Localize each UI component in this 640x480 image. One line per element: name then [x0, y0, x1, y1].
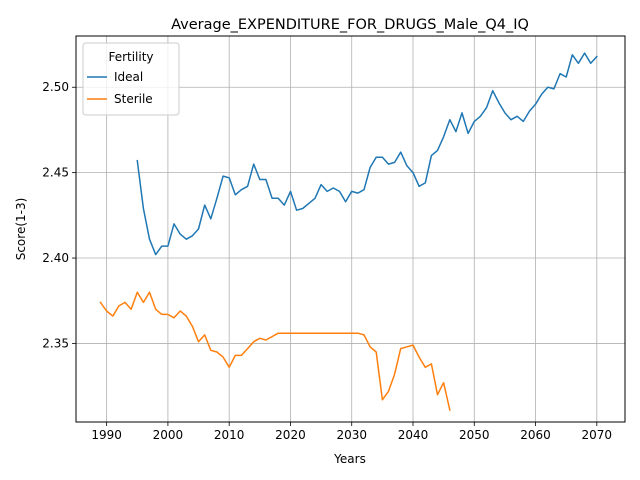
y-tick-label: 2.45 [42, 166, 69, 180]
x-tick-label: 1990 [91, 428, 122, 442]
x-tick-label: 2020 [275, 428, 306, 442]
plot-frame [75, 35, 626, 423]
legend-title: Fertility [108, 50, 153, 64]
x-tick-label: 2060 [520, 428, 551, 442]
legend-box [82, 42, 180, 116]
y-tick-label: 2.35 [42, 336, 69, 350]
x-axis-label: Years [333, 452, 366, 466]
legend-label-ideal: Ideal [114, 70, 143, 84]
legend-label-sterile: Sterile [114, 92, 153, 106]
x-tick-label: 2010 [214, 428, 245, 442]
x-tick-label: 2050 [459, 428, 490, 442]
x-tick-label: 2070 [582, 428, 613, 442]
y-tick-label: 2.40 [42, 251, 69, 265]
series-line-ideal [136, 52, 598, 256]
x-tick-label: 2000 [153, 428, 184, 442]
chart-title: Average_EXPENDITURE_FOR_DRUGS_Male_Q4_IQ [171, 17, 529, 33]
y-axis-label: Score(1-3) [14, 198, 28, 261]
x-tick-label: 2030 [336, 428, 367, 442]
x-tick-label: 2040 [398, 428, 429, 442]
series-layer [99, 52, 598, 411]
y-axis: 2.35 2.40 2.45 2.50 [42, 80, 76, 350]
x-axis: 1990 2000 2010 2020 2030 2040 2050 2060 2070 [91, 422, 612, 442]
legend: Fertility Ideal Sterile [82, 42, 180, 116]
y-tick-label: 2.50 [42, 80, 69, 94]
grid-lines [76, 36, 625, 422]
series-line-sterile [99, 291, 451, 411]
